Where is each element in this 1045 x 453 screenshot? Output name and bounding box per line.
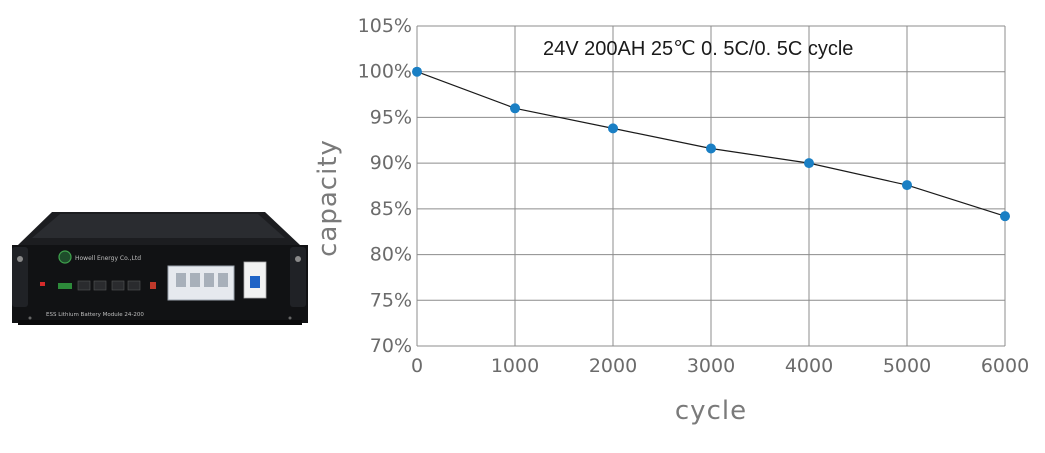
rs485-port xyxy=(77,280,91,291)
can-port xyxy=(93,280,107,291)
front-screw xyxy=(28,316,32,320)
data-series xyxy=(412,66,1010,222)
module-bottom-edge xyxy=(18,320,302,325)
data-point xyxy=(608,123,618,134)
x-axis-ticks: 0 1000 2000 3000 4000 5000 6000 xyxy=(411,355,1029,377)
y-axis-label: capacity xyxy=(313,139,343,257)
y-tick-label: 70% xyxy=(370,335,412,357)
dip-switch xyxy=(58,283,72,289)
x-tick-label: 1000 xyxy=(491,355,539,377)
reset-button xyxy=(150,282,156,289)
status-led xyxy=(40,282,45,286)
right-rack-ear xyxy=(290,247,306,307)
grid xyxy=(416,25,1006,347)
y-tick-label: 95% xyxy=(370,106,412,128)
model-text: ESS Lithium Battery Module 24-200 xyxy=(46,312,144,318)
battery-module-image: Howell Energy Co.,Ltd ESS Lithium Batter… xyxy=(12,212,308,325)
x-axis-label: cycle xyxy=(675,396,747,426)
terminal-4 xyxy=(218,273,228,287)
data-point xyxy=(804,158,814,169)
y-tick-label: 100% xyxy=(358,61,412,83)
x-tick-label: 6000 xyxy=(981,355,1029,377)
left-ear-screw xyxy=(17,256,23,262)
y-tick-label: 105% xyxy=(358,15,412,37)
y-tick-label: 75% xyxy=(370,289,412,311)
data-point xyxy=(1000,211,1010,222)
breaker-switch xyxy=(250,276,260,288)
chart-title: 24V 200AH 25℃ 0. 5C/0. 5C cycle xyxy=(543,38,853,60)
data-point xyxy=(412,66,422,77)
x-tick-label: 5000 xyxy=(883,355,931,377)
terminal-1 xyxy=(176,273,186,287)
brand-text: Howell Energy Co.,Ltd xyxy=(75,255,141,262)
right-ear-screw xyxy=(295,256,301,262)
y-tick-label: 80% xyxy=(370,244,412,266)
terminal-2 xyxy=(190,273,200,287)
y-tick-label: 85% xyxy=(370,198,412,220)
y-axis-ticks: 70% 75% 80% 85% 90% 95% 100% 105% xyxy=(358,15,412,357)
x-tick-label: 2000 xyxy=(589,355,637,377)
data-point xyxy=(510,103,520,114)
x-tick-label: 3000 xyxy=(687,355,735,377)
data-point xyxy=(706,143,716,154)
data-point xyxy=(902,180,912,191)
rs232-port xyxy=(111,280,125,291)
brand-logo-icon xyxy=(58,250,72,264)
link-port xyxy=(127,280,141,291)
y-tick-label: 90% xyxy=(370,152,412,174)
left-rack-ear xyxy=(12,247,28,307)
module-top-highlight xyxy=(32,214,285,238)
x-tick-label: 0 xyxy=(411,355,423,377)
terminal-3 xyxy=(204,273,214,287)
front-screw xyxy=(288,316,292,320)
x-tick-label: 4000 xyxy=(785,355,833,377)
